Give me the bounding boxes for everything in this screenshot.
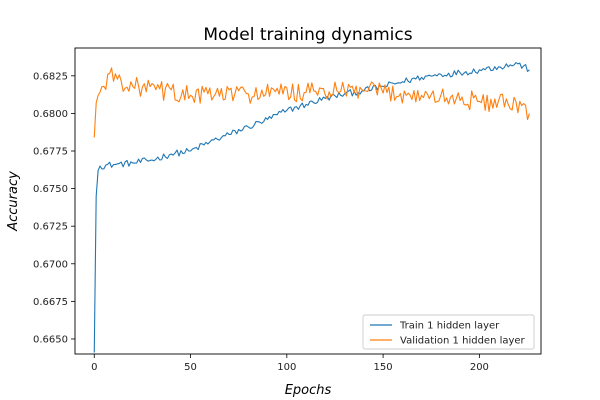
x-tick-label: 100 — [277, 362, 296, 373]
y-axis-ticks: 0.6650 0.6675 0.6700 0.6725 0.6750 0.6775 0.68… — [33, 71, 75, 345]
y-tick-label: 0.6800 — [33, 109, 68, 120]
legend-label-train: Train 1 hidden layer — [399, 321, 500, 332]
series-line-train — [93, 61, 530, 353]
y-tick-label: 0.6775 — [33, 147, 68, 158]
x-tick-label: 50 — [184, 362, 197, 373]
y-tick-label: 0.6725 — [33, 222, 68, 233]
plot-frame — [74, 47, 542, 355]
y-tick-label: 0.6700 — [33, 259, 68, 270]
y-tick-label: 0.6825 — [33, 71, 68, 82]
x-axis-ticks: 0 50 100 150 200 — [91, 354, 489, 373]
legend-box — [362, 314, 535, 350]
legend: Train 1 hidden layer Validation 1 hidden… — [362, 314, 535, 350]
y-tick-label: 0.6650 — [33, 334, 68, 345]
x-tick-label: 200 — [470, 362, 489, 373]
series-layer — [93, 61, 530, 353]
y-axis-label: Accuracy — [6, 171, 21, 232]
y-tick-label: 0.6750 — [33, 184, 68, 195]
y-tick-label: 0.6675 — [33, 297, 68, 308]
series-line-validation — [93, 67, 530, 138]
x-tick-label: 150 — [374, 362, 393, 373]
x-axis-label: Epochs — [285, 383, 332, 398]
legend-label-validation: Validation 1 hidden layer — [400, 336, 526, 347]
chart-title: Model training dynamics — [203, 25, 412, 45]
x-tick-label: 0 — [91, 362, 97, 373]
